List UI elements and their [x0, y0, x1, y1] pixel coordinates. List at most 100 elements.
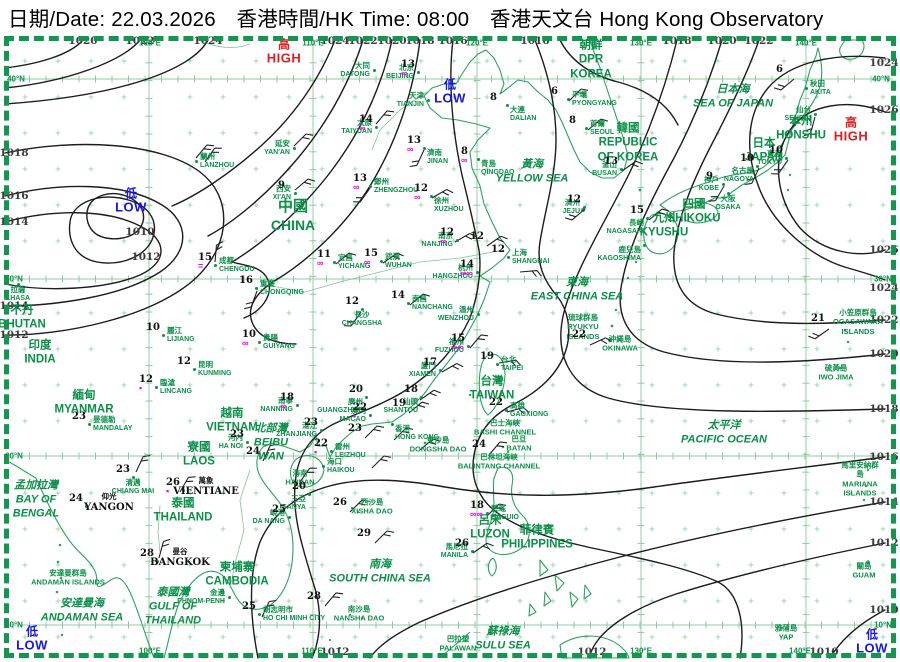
city-dot: [181, 488, 185, 492]
weather-symbol-haze: ∞∞: [460, 268, 473, 278]
temperature: 20: [292, 481, 306, 492]
isobar-label: 1022: [744, 35, 774, 47]
temperature: 18: [280, 392, 294, 403]
graticule-grid: [7, 39, 893, 654]
isobar-label: 1024: [320, 35, 350, 47]
city-dot: [619, 167, 623, 171]
city-dot: [390, 422, 394, 426]
temperature: 12: [414, 183, 428, 194]
graticule-label: 130°E: [630, 646, 652, 656]
region-label-sulu-sea: 蘇祿海 SULU SEA: [475, 625, 531, 651]
city-dot: [379, 259, 383, 263]
region-label-honshu: 本州 HONSHU: [776, 115, 826, 142]
region-label-china: 中國 CHINA: [270, 197, 316, 233]
wind-barb: [587, 118, 609, 131]
city-dot: [466, 344, 470, 348]
city-dot: [374, 125, 378, 129]
city-dot: [755, 164, 759, 168]
wind-barb: [486, 503, 507, 517]
temperature: 15: [364, 248, 378, 259]
temperature: 12: [567, 194, 581, 205]
graticule-label: 110°E: [302, 38, 324, 48]
city-dot: [257, 612, 261, 616]
graticule-label: 100°E: [139, 38, 161, 48]
city-dot: [16, 282, 20, 286]
city-dot: [422, 146, 426, 150]
wind-barb: [469, 334, 489, 349]
pressure-high: 高 HIGH: [266, 37, 302, 66]
region-label-india: 印度 INDIA: [24, 339, 56, 366]
isobar-label: 1024: [869, 282, 899, 294]
region-label-balintang-channel: 巴林坦海峽 BALINTANG CHANNEL: [457, 452, 541, 471]
temperature: 15: [630, 205, 644, 216]
wind-barb: [808, 328, 830, 340]
isobar-label: 1012: [869, 537, 899, 549]
city-dot: [192, 367, 196, 371]
temperature: 13: [353, 173, 367, 184]
weather-symbol-haze: ∞: [353, 182, 360, 192]
wind-barb: [294, 178, 316, 191]
wind-barb: [261, 599, 277, 618]
wind-barb: [771, 159, 789, 175]
city-dot: [476, 157, 480, 161]
wind-barb: [648, 208, 670, 221]
region-label-thailand: 泰國 THAILAND: [153, 497, 213, 524]
wind-barb: [409, 149, 425, 168]
city-dot: [416, 70, 420, 74]
city-dot: [87, 422, 91, 426]
city-dot: [505, 103, 509, 107]
city-dot: [470, 549, 474, 553]
pressure-low: 低 LOW: [856, 627, 888, 656]
city-dot: [506, 255, 510, 259]
region-label-shikoku: 四國 SHIKOKU: [667, 198, 721, 225]
city-dot: [429, 194, 433, 198]
temperature: 9: [278, 180, 285, 191]
wind-barb: [349, 499, 370, 513]
region-label-bay-of-bengal: 孟加拉灣 BAY OF BENGAL: [12, 479, 60, 519]
region-label-okinawa: 沖繩島 OKINAWA: [602, 334, 638, 353]
weather-symbol-haze: ∞: [280, 401, 287, 411]
temperature: 17: [423, 357, 437, 368]
wind-barb: [498, 359, 522, 367]
wind-barb: [803, 116, 816, 137]
wind-barb: [589, 337, 612, 346]
city-dot: [406, 301, 410, 305]
wind-barb: [374, 530, 395, 544]
weather-symbol-haze: ∞: [414, 192, 421, 202]
region-label-yap: 雅蒲島 YAP: [774, 623, 798, 642]
city-dot: [721, 182, 725, 186]
temperature: 14: [460, 259, 474, 270]
temperature: 12: [177, 356, 191, 367]
region-label-taiwan: 台灣 TAIWAN: [469, 375, 515, 402]
city-dot: [293, 191, 297, 195]
wind-barb: [472, 542, 494, 554]
isobar-label: 1018: [0, 147, 29, 159]
weather-symbol-haze: ∞: [317, 258, 324, 268]
temperature: 21: [811, 313, 825, 324]
city-dot: [254, 286, 258, 290]
weather-symbol-haze: ∞: [242, 338, 249, 348]
city-dot: [295, 403, 299, 407]
graticule-label: 40°N: [7, 74, 25, 84]
region-label-hainan: 海南 HAINAN: [285, 468, 315, 487]
graticule-label: 10°N: [5, 620, 23, 630]
temperature: 9: [706, 171, 713, 182]
isobar-label: 1024: [193, 35, 223, 47]
weather-symbol-haze: ∞∞: [470, 509, 483, 519]
temperature: 26: [455, 538, 469, 549]
wind-barb: [568, 88, 589, 102]
temperature: 16: [239, 275, 253, 286]
city-dot: [804, 86, 808, 90]
city-dot: [582, 205, 586, 209]
isobar-label: 1012: [131, 251, 161, 263]
region-label-kyushu: 九州 KYUSHU: [639, 212, 689, 239]
region-label-mariana-islands: 馬里安納群島 MARIANA ISLANDS: [841, 460, 879, 498]
temperature: 24: [69, 493, 83, 504]
graticule-label: 110°E: [301, 646, 323, 656]
region-label-dongsha-dao: 東沙島 DONGSHA DAO: [409, 435, 467, 454]
temperature: 12: [470, 231, 484, 242]
isobar-label: 1010: [809, 646, 839, 658]
temperature: 25: [272, 504, 286, 515]
isobar-label: 1016: [438, 35, 468, 47]
